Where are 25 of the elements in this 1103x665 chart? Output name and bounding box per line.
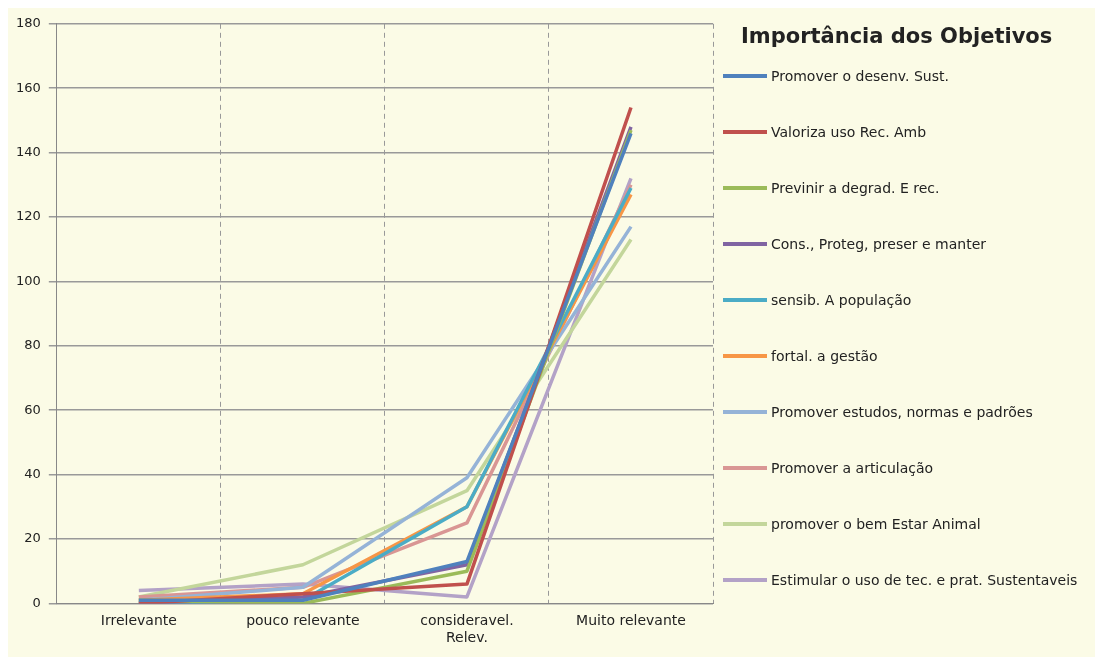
y-tick-label: 40 [24, 465, 41, 481]
y-tick-label: 160 [15, 79, 41, 95]
legend-label: Cons., Proteg, preser e manter [771, 235, 987, 254]
legend-label: Valoriza uso Rec. Amb [771, 123, 927, 142]
x-tick-label: pouco relevante [246, 612, 360, 629]
y-tick-label: 60 [24, 401, 41, 417]
legend-label: sensib. A população [771, 291, 912, 310]
legend-label: Previnir a degrad. E rec. [771, 179, 940, 198]
legend-label: promover o bem Estar Animal [771, 515, 981, 534]
x-tick-label: consideravel. Relev. [420, 612, 514, 646]
legend-label: Promover estudos, normas e padrões [771, 403, 1033, 422]
x-tick-label: Muito relevante [576, 612, 686, 629]
y-tick-label: 140 [15, 143, 41, 159]
y-tick-label: 20 [24, 530, 41, 546]
x-tick-label: Irrelevante [100, 612, 177, 629]
y-tick-label: 0 [32, 594, 41, 610]
legend-label: Estimular o uso de tec. e prat. Sustentaveis [771, 571, 1078, 590]
y-tick-label: 120 [15, 208, 41, 224]
legend-title: Importância dos Objetivos [741, 24, 1054, 48]
legend-label: Promover o desenv. Sust. [771, 67, 949, 86]
legend-label: fortal. a gestão [771, 347, 878, 366]
legend-label: Promover a articulação [771, 459, 934, 478]
y-tick-label: 180 [15, 15, 41, 31]
y-tick-label: 100 [15, 272, 41, 288]
y-tick-label: 80 [24, 337, 41, 353]
